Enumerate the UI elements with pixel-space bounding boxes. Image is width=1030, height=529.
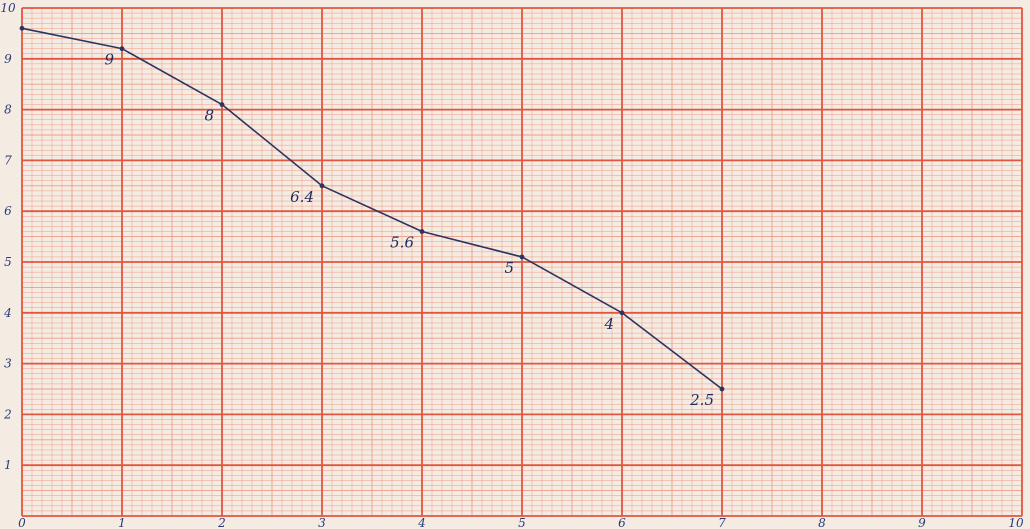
x-tick-label: 7 — [718, 516, 726, 529]
x-tick-label: 9 — [918, 516, 926, 529]
data-point — [419, 229, 425, 234]
y-tick-label: 8 — [4, 103, 12, 117]
x-tick-label: 2 — [217, 516, 226, 529]
y-tick-label: 10 — [0, 1, 16, 15]
x-tick-label: 1 — [118, 516, 126, 529]
y-tick-label: 1 — [4, 458, 12, 472]
y-tick-label: 6 — [4, 204, 12, 218]
data-point — [519, 254, 525, 260]
data-label: 6.4 — [290, 188, 314, 206]
x-tick-label: 10 — [1008, 516, 1024, 529]
data-point — [19, 25, 25, 31]
data-point — [619, 310, 625, 316]
data-label: 5.6 — [390, 234, 414, 252]
y-tick-label: 3 — [4, 357, 12, 371]
x-tick-label: 5 — [518, 516, 526, 529]
y-tick-label: 5 — [4, 255, 12, 269]
y-tick-label: 4 — [3, 306, 12, 320]
data-point — [719, 386, 725, 392]
data-label: 2.5 — [689, 391, 714, 409]
x-axis-tick-labels: 0 1 2 3 4 5 6 7 8 9 10 — [18, 516, 1024, 529]
data-label: 8 — [204, 107, 214, 125]
data-point — [119, 46, 125, 52]
data-label: 5 — [504, 259, 514, 277]
x-tick-label: 0 — [18, 516, 26, 529]
y-axis-tick-labels: 1 2 3 4 5 6 7 8 9 10 — [0, 1, 16, 472]
data-point — [219, 102, 225, 107]
data-series: 9 8 6.4 5.6 5 4 2.5 — [19, 25, 725, 409]
major-grid — [21, 7, 1023, 517]
y-tick-label: 2 — [3, 407, 12, 421]
x-tick-label: 8 — [818, 516, 826, 529]
x-tick-label: 6 — [618, 516, 626, 529]
y-tick-label: 7 — [4, 153, 12, 167]
series-line — [21, 27, 723, 390]
y-tick-label: 9 — [4, 52, 12, 66]
data-label: 9 — [104, 51, 114, 69]
x-tick-label: 3 — [318, 516, 326, 529]
data-label: 4 — [603, 315, 614, 333]
data-point — [319, 183, 325, 189]
x-tick-label: 4 — [417, 516, 426, 529]
